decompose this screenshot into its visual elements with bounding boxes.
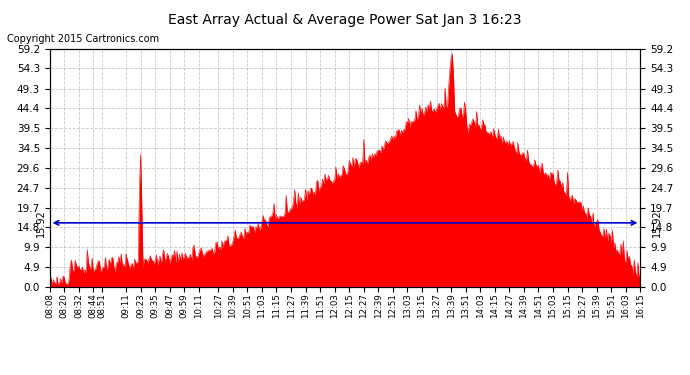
Text: Copyright 2015 Cartronics.com: Copyright 2015 Cartronics.com: [7, 34, 159, 44]
Text: 15.92: 15.92: [36, 209, 46, 237]
Text: 15.92: 15.92: [652, 209, 662, 237]
Text: East Array Actual & Average Power Sat Jan 3 16:23: East Array Actual & Average Power Sat Ja…: [168, 13, 522, 27]
